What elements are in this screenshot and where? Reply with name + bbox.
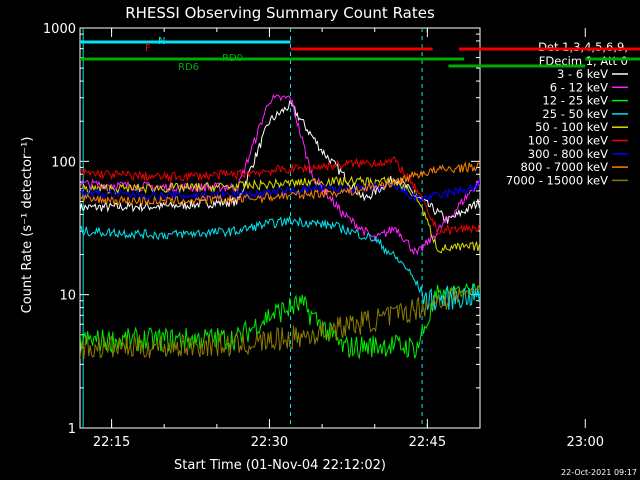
series-line-1 bbox=[80, 93, 480, 256]
series-line-4 bbox=[80, 175, 480, 254]
legend-label-0: 3 - 6 keV bbox=[557, 67, 608, 81]
series-line-3 bbox=[80, 216, 480, 311]
generation-timestamp: 22-Oct-2021 09:17 bbox=[561, 468, 637, 477]
plot-area: 110100100022:1522:3022:4523:0023:1523:30… bbox=[43, 22, 640, 450]
series-line-6 bbox=[80, 181, 480, 204]
legend-header-line-1: Det 1,3,4,5,6,9, bbox=[538, 40, 628, 54]
series-line-5 bbox=[80, 155, 480, 236]
legend-label-4: 50 - 100 keV bbox=[535, 120, 608, 134]
flag-label-rd6: RD6 bbox=[178, 62, 199, 73]
legend-label-5: 100 - 300 keV bbox=[528, 134, 608, 148]
y-tick-label: 10 bbox=[59, 289, 76, 304]
legend-label-8: 7000 - 15000 keV bbox=[506, 173, 608, 187]
y-tick-label: 100 bbox=[51, 155, 76, 170]
plot-frame bbox=[79, 27, 481, 429]
x-tick-label: 22:15 bbox=[93, 435, 130, 450]
y-tick-label: 1000 bbox=[43, 22, 76, 37]
x-tick-label: 23:00 bbox=[567, 435, 604, 450]
legend-label-6: 300 - 800 keV bbox=[528, 147, 608, 161]
legend-label-2: 12 - 25 keV bbox=[542, 94, 608, 108]
y-axis-label: Count Rate (s⁻¹ detector⁻¹) bbox=[20, 137, 35, 314]
series-line-7 bbox=[80, 161, 480, 207]
legend-label-1: 6 - 12 keV bbox=[550, 80, 608, 94]
series-line-2 bbox=[80, 282, 480, 360]
legend-label-7: 800 - 7000 keV bbox=[520, 160, 608, 174]
series-line-0 bbox=[80, 100, 480, 224]
x-tick-label: 22:45 bbox=[409, 435, 446, 450]
y-tick-label: 1 bbox=[68, 422, 76, 437]
series-line-8 bbox=[80, 284, 480, 360]
legend-label-3: 25 - 50 keV bbox=[542, 107, 608, 121]
chart-title: RHESSI Observing Summary Count Rates bbox=[125, 4, 435, 22]
x-axis-label: Start Time (01-Nov-04 22:12:02) bbox=[174, 458, 386, 473]
flag-label-f: F bbox=[145, 43, 151, 54]
flag-label-rd0: RD0 bbox=[222, 53, 243, 64]
x-tick-label: 22:30 bbox=[251, 435, 288, 450]
flag-label-n: N bbox=[158, 36, 165, 47]
